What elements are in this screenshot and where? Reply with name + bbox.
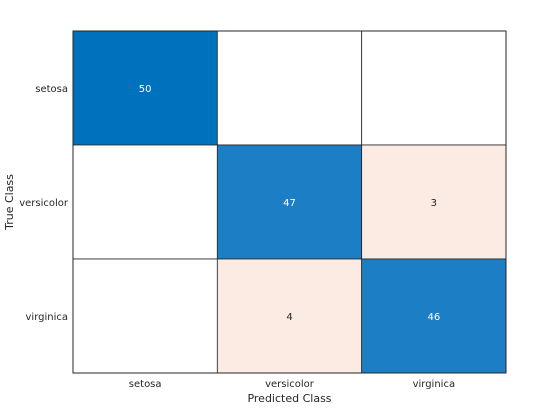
- cell-setosa-virginica: [361, 30, 507, 146]
- cell-setosa-versicolor: [216, 30, 363, 146]
- cell-versicolor-versicolor: [216, 144, 363, 260]
- cell-virginica-setosa: [72, 258, 218, 374]
- cell-labels-layer: 50 47 3 4 46: [139, 84, 440, 323]
- cell-value-virginica-virginica: 46: [427, 312, 440, 323]
- x-tick-labels: setosa versicolor virginica: [129, 379, 455, 390]
- x-tick-label-versicolor: versicolor: [265, 379, 315, 390]
- y-tick-labels: setosa versicolor virginica: [19, 84, 69, 323]
- cell-value-virginica-versicolor: 4: [286, 312, 292, 323]
- x-tick-label-setosa: setosa: [129, 379, 162, 390]
- plot-frame: [72, 30, 507, 374]
- y-tick-label-setosa: setosa: [35, 84, 68, 95]
- x-axis-label: Predicted Class: [247, 392, 331, 405]
- cell-setosa-setosa: [72, 30, 218, 146]
- cell-virginica-versicolor: [216, 258, 363, 374]
- cell-versicolor-virginica: [361, 144, 507, 260]
- y-tick-label-versicolor: versicolor: [19, 198, 69, 209]
- cell-versicolor-setosa: [72, 144, 218, 260]
- cells-layer: [72, 30, 507, 374]
- y-tick-label-virginica: virginica: [26, 312, 69, 323]
- cell-value-versicolor-virginica: 3: [431, 198, 437, 209]
- cell-value-versicolor-versicolor: 47: [283, 198, 296, 209]
- y-axis-label: True Class: [3, 174, 16, 231]
- x-tick-label-virginica: virginica: [413, 379, 456, 390]
- cell-value-setosa-setosa: 50: [139, 84, 152, 95]
